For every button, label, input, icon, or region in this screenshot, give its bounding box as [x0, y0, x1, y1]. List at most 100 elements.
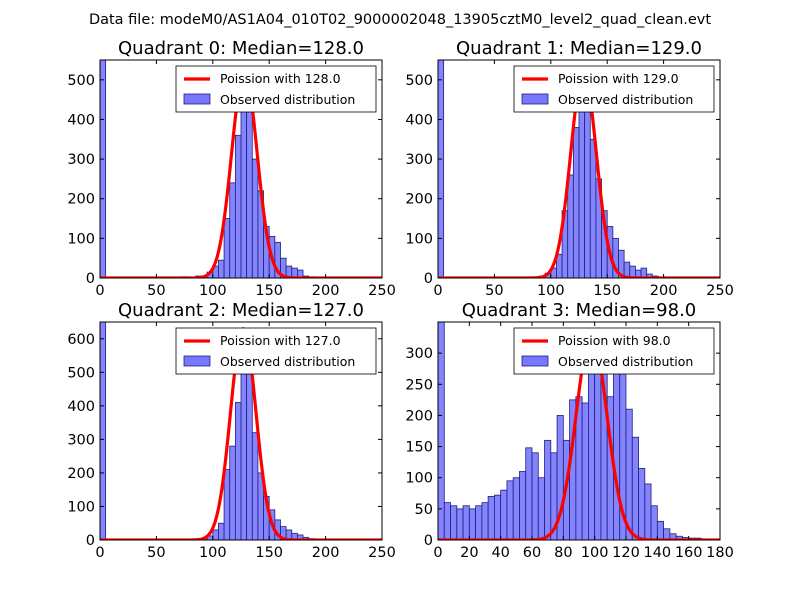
- x-tick-label: 50: [147, 283, 165, 299]
- x-axis: 0 50 100 150 200 250: [95, 60, 396, 299]
- x-tick-label: 150: [593, 283, 621, 299]
- quadrant-1-panel: 0 50 100 150 200 250 0 100 200 300 400 500 Quadrant …: [405, 38, 734, 299]
- histogram-bar: [234, 134, 242, 278]
- y-tick-label: 200: [405, 408, 433, 424]
- y-axis: 0 50 100 150 200 250 300: [405, 346, 720, 549]
- y-tick-label: 0: [86, 271, 95, 287]
- y-tick-label: 300: [67, 432, 95, 448]
- histogram-bar: [246, 103, 253, 278]
- histogram-bar: [581, 402, 589, 540]
- legend-bar-swatch: [521, 93, 549, 105]
- x-tick-label: 250: [368, 545, 396, 561]
- y-tick-label: 500: [405, 73, 433, 89]
- y-tick-label: 200: [405, 192, 433, 208]
- legend: Poission with 127.0 Observed distribution: [175, 327, 377, 375]
- y-axis: 0 100 200 300 400 500 600: [67, 332, 382, 549]
- quadrant-0-panel: 0 50 100 150 200 250 0 100 200 300 400 500 Quadrant …: [67, 38, 396, 299]
- x-tick-label: 40: [491, 545, 509, 561]
- x-tick-label: 20: [460, 545, 478, 561]
- y-tick-label: 100: [405, 471, 433, 487]
- x-tick-label: 160: [675, 545, 703, 561]
- histogram-bar: [625, 408, 633, 540]
- legend-label-poisson: Poission with 127.0: [220, 333, 341, 348]
- y-tick-label: 500: [67, 365, 95, 381]
- poisson-curve: [438, 332, 720, 540]
- histogram-bar: [468, 508, 477, 540]
- x-tick-label: 100: [581, 545, 609, 561]
- histogram-bar: [456, 508, 464, 540]
- y-tick-label: 200: [67, 466, 95, 482]
- histogram-bar: [644, 483, 652, 540]
- x-tick-label: 200: [312, 545, 340, 561]
- histogram-bar: [519, 471, 527, 540]
- x-tick-label: 250: [706, 283, 734, 299]
- y-tick-label: 250: [405, 377, 433, 393]
- histogram-bar: [481, 502, 489, 540]
- axes-frame: [437, 321, 721, 541]
- y-tick-label: 100: [67, 231, 95, 247]
- y-tick-label: 300: [405, 152, 433, 168]
- histogram-bar: [229, 445, 236, 540]
- x-tick-label: 200: [650, 283, 678, 299]
- histogram-bar: [443, 502, 451, 540]
- histogram-bar: [525, 447, 533, 540]
- x-tick-label: 50: [485, 283, 503, 299]
- histogram-bar: [531, 452, 539, 540]
- quadrant-2-panel: 0 50 100 150 200 250 0 100 200 300 400 500 600 Quadra…: [67, 300, 396, 561]
- x-tick-label: 0: [95, 545, 104, 561]
- histogram-bar: [567, 174, 574, 278]
- y-tick-label: 400: [67, 399, 95, 415]
- panel-title: Quadrant 2: Median=127.0: [118, 300, 364, 321]
- y-tick-label: 0: [86, 533, 95, 549]
- histogram-bar: [512, 477, 520, 540]
- histogram-bar: [589, 138, 597, 278]
- y-tick-label: 300: [405, 346, 433, 362]
- panel-title: Quadrant 1: Median=129.0: [456, 38, 702, 59]
- histogram-bar: [650, 505, 658, 540]
- x-tick-label: 150: [255, 545, 283, 561]
- x-tick-label: 100: [537, 283, 565, 299]
- histogram-bar: [223, 218, 231, 278]
- y-axis: 0 100 200 300 400 500: [405, 73, 720, 287]
- y-tick-label: 600: [67, 332, 95, 348]
- histogram-bar: [438, 322, 445, 540]
- panel-title: Quadrant 0: Median=128.0: [118, 38, 364, 59]
- x-axis: 0 20 40 60 80 100 120 140 160 180: [433, 322, 734, 561]
- legend: Poission with 129.0 Observed distribution: [513, 65, 715, 113]
- histogram-bar: [663, 528, 671, 540]
- x-tick-label: 100: [199, 545, 227, 561]
- histogram-bar: [438, 60, 445, 278]
- histogram-bar: [450, 505, 458, 540]
- histogram-bar: [462, 505, 470, 540]
- y-tick-label: 200: [67, 192, 95, 208]
- legend-bar-swatch: [183, 355, 211, 367]
- histogram-bar: [475, 505, 483, 540]
- x-tick-label: 0: [433, 545, 442, 561]
- histogram-bar: [493, 494, 502, 540]
- histogram-bar: [100, 322, 107, 540]
- histogram-bar: [584, 91, 591, 278]
- legend: Poission with 128.0 Observed distribution: [175, 65, 377, 113]
- x-tick-label: 250: [368, 283, 396, 299]
- x-tick-label: 140: [643, 545, 671, 561]
- x-axis: 0 50 100 150 200 250: [433, 60, 734, 299]
- histogram-bar: [218, 522, 225, 540]
- histogram-bar: [251, 432, 259, 540]
- y-tick-label: 500: [67, 73, 95, 89]
- histogram-bar: [487, 495, 495, 540]
- quadrant-3-panel: 0 20 40 60 80 100 120 140 160 1800501001502002503…: [405, 300, 734, 561]
- legend-bar-swatch: [521, 355, 549, 367]
- legend-label-poisson: Poission with 98.0: [558, 333, 671, 348]
- y-tick-label: 400: [405, 112, 433, 128]
- x-tick-label: 200: [312, 283, 340, 299]
- axes-frame: [99, 59, 383, 279]
- histogram-bar: [218, 259, 225, 278]
- histogram-bar: [588, 371, 596, 540]
- y-tick-label: 100: [405, 231, 433, 247]
- legend-bar-swatch: [183, 93, 211, 105]
- histogram-bar: [544, 439, 552, 540]
- y-tick-label: 100: [67, 499, 95, 515]
- x-axis: 0 50 100 150 200 250: [95, 322, 396, 561]
- y-tick-label: 300: [67, 152, 95, 168]
